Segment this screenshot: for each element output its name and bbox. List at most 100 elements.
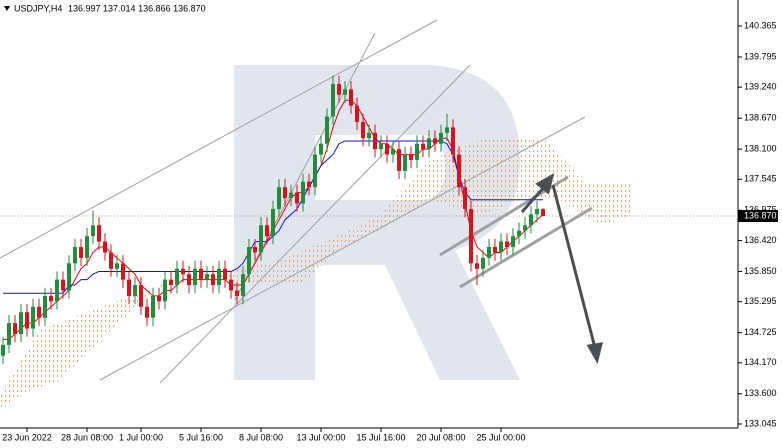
x-tick-label: 13 Jul 00:00 xyxy=(296,432,345,442)
candle-body xyxy=(241,274,245,296)
y-tick-label: 133.600 xyxy=(744,388,777,398)
candle-body xyxy=(493,247,497,253)
candle-body xyxy=(301,181,305,204)
arrow-head xyxy=(535,172,555,195)
candle-body xyxy=(253,247,257,253)
candle-body xyxy=(217,268,221,286)
candle-body xyxy=(229,279,233,291)
last-price-label: 136.870 xyxy=(744,210,777,220)
candle-body xyxy=(67,263,71,291)
y-tick-label: 135.850 xyxy=(744,266,777,276)
candle-body xyxy=(385,143,389,155)
forecast-arrows xyxy=(520,172,604,364)
candle-body xyxy=(283,187,287,199)
candle-body xyxy=(451,127,455,155)
candle-body xyxy=(97,225,101,242)
candle-body xyxy=(19,312,23,334)
plot-area xyxy=(1,75,545,364)
candle-body xyxy=(277,187,281,209)
candle-body xyxy=(403,154,407,171)
candle-body xyxy=(259,225,263,253)
candle-body xyxy=(445,127,449,133)
candle-body xyxy=(31,306,35,329)
candle-body xyxy=(163,279,167,302)
candle-body xyxy=(157,295,161,302)
candle-body xyxy=(7,323,11,345)
menu-triangle[interactable] xyxy=(4,6,10,11)
candle-body xyxy=(79,247,83,258)
x-tick-label: 20 Jul 08:00 xyxy=(416,432,465,442)
candle-body xyxy=(529,214,533,226)
y-tick-label: 139.240 xyxy=(744,82,777,92)
candle-body xyxy=(91,225,95,237)
candle-body xyxy=(121,263,125,280)
candle-body xyxy=(37,306,41,318)
candle-body xyxy=(85,236,89,258)
y-tick-label: 138.100 xyxy=(744,144,777,154)
y-tick-label: 139.795 xyxy=(744,51,777,61)
candle-body xyxy=(361,121,365,139)
candle-body xyxy=(151,295,155,318)
x-tick-label: 5 Jul 16:00 xyxy=(179,432,223,442)
arrow xyxy=(551,184,597,349)
y-tick-label: 137.545 xyxy=(744,174,777,184)
candle-body xyxy=(223,268,227,280)
candle-body xyxy=(295,192,299,204)
y-tick-label: 134.725 xyxy=(744,327,777,337)
candle-body xyxy=(13,323,17,334)
candle-body xyxy=(109,252,113,269)
trend-line xyxy=(99,116,586,381)
candle-body xyxy=(499,241,503,253)
y-tick-label: 138.670 xyxy=(744,113,777,123)
candle-body xyxy=(25,312,29,329)
x-tick-label: 15 Jul 16:00 xyxy=(356,432,405,442)
candle-body xyxy=(73,247,77,264)
candle-body xyxy=(139,285,143,307)
symbol-title: USDJPY,H4 xyxy=(14,3,62,13)
candle-body xyxy=(145,306,149,318)
candle-body xyxy=(247,247,251,275)
trend-line xyxy=(159,64,471,384)
candle-body xyxy=(349,89,353,106)
candle-body xyxy=(463,187,467,209)
arrow-head xyxy=(586,342,604,364)
channel-line xyxy=(459,206,593,289)
candle-body xyxy=(391,149,395,155)
candle-body xyxy=(331,83,335,117)
candle-body xyxy=(199,268,203,280)
x-tick-label: 8 Jul 08:00 xyxy=(239,432,283,442)
y-tick-label: 136.975 xyxy=(744,205,777,215)
candle-body xyxy=(397,149,401,171)
x-tick-label: 28 Jun 08:00 xyxy=(61,432,113,442)
candle-body xyxy=(523,225,527,231)
candle-body xyxy=(487,247,491,258)
candle-body xyxy=(205,274,209,280)
candle-body xyxy=(505,241,509,248)
candle-body xyxy=(187,274,191,286)
y-tick-label: 135.295 xyxy=(744,296,777,306)
candle-body xyxy=(49,295,53,302)
candle-body xyxy=(535,208,539,215)
candle-body xyxy=(103,241,107,253)
candle-body xyxy=(319,143,323,155)
candle-body xyxy=(265,225,269,237)
candle-body xyxy=(373,132,377,150)
candle-body xyxy=(55,279,59,302)
candle-body xyxy=(43,295,47,318)
x-tick-label: 25 Jul 00:00 xyxy=(476,432,525,442)
candle-body xyxy=(469,208,473,264)
candle-body xyxy=(481,257,485,269)
candle-body xyxy=(367,132,371,139)
candle-body xyxy=(307,181,311,188)
candle-body xyxy=(337,83,341,95)
candle-body xyxy=(415,143,419,161)
candle-body xyxy=(1,344,5,356)
candle-body xyxy=(343,89,347,95)
candle-body xyxy=(115,263,119,269)
y-tick-label: 133.045 xyxy=(744,418,777,428)
candle-body xyxy=(433,138,437,144)
candle-body xyxy=(211,274,215,286)
candle-body xyxy=(325,116,329,144)
candle-body xyxy=(427,138,431,150)
